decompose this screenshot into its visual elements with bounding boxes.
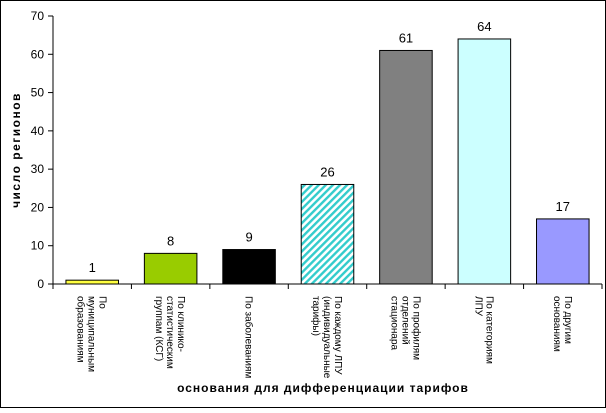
- bar-value-label: 1: [89, 260, 96, 275]
- category-label-line: По каждому ЛПУ: [332, 296, 343, 375]
- category-label-line: муниципальным: [86, 296, 97, 372]
- y-tick-label: 40: [31, 124, 45, 138]
- x-axis-title: основания для дифференциации тарифов: [177, 381, 469, 395]
- category-label-line: По заболеваниям: [243, 296, 255, 378]
- category-label: По заболеваниям: [243, 296, 255, 378]
- y-axis-title: число регионов: [9, 92, 23, 208]
- bar: [379, 49, 433, 285]
- y-tick-label: 10: [31, 239, 45, 253]
- bar-value-label: 26: [320, 164, 334, 179]
- bar: [222, 249, 276, 285]
- category-label-line: группам (КСГ): [153, 296, 164, 361]
- y-tick-label: 0: [37, 277, 44, 291]
- bar-value-label: 8: [167, 233, 174, 248]
- category-label-line: По профилям: [410, 296, 422, 360]
- y-tick-label: 20: [31, 200, 45, 214]
- category-label-line: тарифы): [310, 296, 322, 336]
- category-label-line: отделений: [399, 296, 410, 345]
- bar: [143, 252, 198, 285]
- bar: [457, 38, 512, 285]
- category-label-line: (индивидуальные: [321, 296, 332, 379]
- category-label-line: По другим: [562, 296, 573, 344]
- category-label-line: основаниям: [551, 296, 562, 352]
- category-label-line: По: [97, 296, 108, 309]
- bar: [300, 183, 355, 285]
- y-tick-label: 70: [31, 9, 45, 23]
- category-label-line: стационара: [388, 296, 399, 351]
- category-label-line: образованиям: [75, 296, 87, 363]
- y-tick-label: 30: [31, 162, 45, 176]
- y-tick-label: 50: [31, 86, 45, 100]
- bar-value-label: 61: [399, 30, 413, 45]
- bar-value-label: 17: [556, 199, 570, 214]
- category-label-line: По клинико-: [175, 296, 186, 352]
- category-label-line: статистическим: [164, 296, 175, 369]
- y-tick-label: 60: [31, 47, 45, 61]
- bar: [65, 279, 119, 285]
- bar: [536, 218, 590, 285]
- bar-value-label: 64: [477, 19, 491, 34]
- bar-value-label: 9: [245, 230, 252, 245]
- category-label-line: По категориям: [483, 296, 494, 364]
- category-label-line: ЛПУ: [472, 296, 483, 317]
